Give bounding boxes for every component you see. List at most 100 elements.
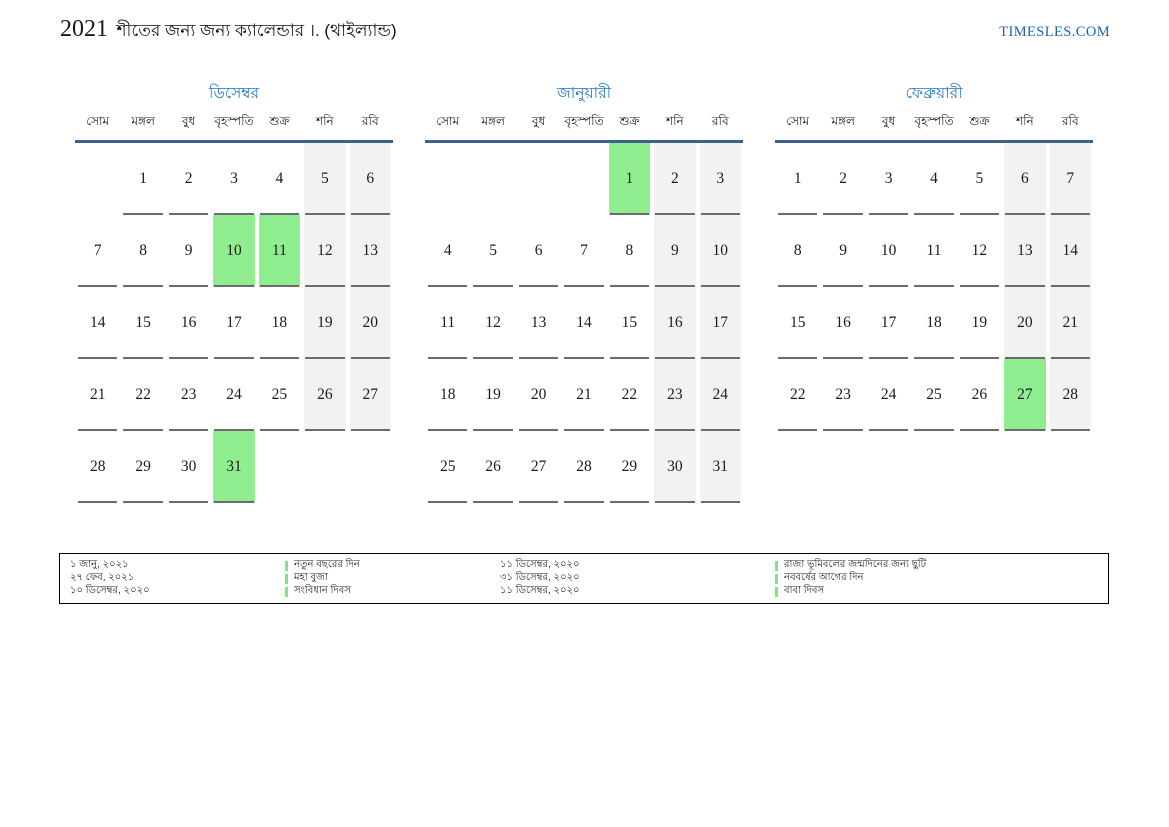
legend-event-label: নতুন বছরের দিন bbox=[294, 559, 360, 570]
weekday-label: সোম bbox=[436, 114, 460, 128]
day-cell: 7 bbox=[1049, 143, 1091, 215]
day-cell: 4 bbox=[259, 143, 300, 215]
legend-event: বাবা দিবস bbox=[775, 583, 1108, 600]
empty-cell bbox=[259, 431, 300, 503]
day-cell: 28 bbox=[563, 431, 605, 503]
day-cell: 30 bbox=[654, 431, 696, 503]
weekday-label: বৃহস্পতি bbox=[214, 114, 254, 128]
holiday-marker-icon bbox=[285, 586, 288, 597]
holiday-day-cell: 1 bbox=[608, 143, 651, 215]
day-cell: 2 bbox=[822, 143, 864, 215]
day-cell: 14 bbox=[563, 287, 605, 359]
day-cell: 15 bbox=[777, 287, 818, 359]
day-cell: 2 bbox=[654, 143, 696, 215]
day-cell: 18 bbox=[259, 287, 300, 359]
holiday-day-cell: 31 bbox=[213, 431, 255, 503]
legend-grid: ১ জানু, ২০২১ নতুন বছরের দিন ১১ ডিসেম্বর, ২… bbox=[70, 559, 1108, 598]
legend-event-label: রাজা ভূমিবলের জন্মদিনের জন্য ছুটি bbox=[784, 559, 927, 570]
day-cell: 8 bbox=[777, 215, 818, 287]
day-cell: 19 bbox=[472, 359, 514, 431]
weekday-label: মঙ্গল bbox=[831, 114, 855, 128]
day-cell: 24 bbox=[699, 359, 741, 431]
day-cell: 12 bbox=[304, 215, 346, 287]
day-cell: 26 bbox=[472, 431, 514, 503]
week-row: 28 29 30 31 bbox=[75, 431, 393, 503]
day-cell: 10 bbox=[868, 215, 909, 287]
day-cell: 6 bbox=[518, 215, 559, 287]
weekday-header-row: সোম মঙ্গল বুধ বৃহস্পতি শুক্র শনি রবি bbox=[425, 109, 743, 143]
day-cell: 17 bbox=[213, 287, 255, 359]
day-cell: 3 bbox=[868, 143, 909, 215]
legend-event: রাজা ভূমিবলের জন্মদিনের জন্য ছুটি bbox=[775, 557, 1108, 574]
day-cell: 5 bbox=[472, 215, 514, 287]
day-cell: 8 bbox=[609, 215, 650, 287]
week-row: 4 5 6 7 8 9 10 bbox=[425, 215, 743, 287]
legend-date: ৩১ ডিসেম্বর, ২০২০ bbox=[500, 572, 580, 583]
day-cell: 26 bbox=[304, 359, 346, 431]
day-cell: 18 bbox=[913, 287, 955, 359]
day-cell: 13 bbox=[349, 215, 391, 287]
month-title: ডিসেম্বর bbox=[209, 85, 259, 102]
legend-date: ১০ ডিসেম্বর, ২০২০ bbox=[70, 585, 150, 596]
week-row: 11 12 13 14 15 16 17 bbox=[425, 287, 743, 359]
week-row: 22 23 24 25 26 27 28 bbox=[775, 359, 1093, 431]
day-cell: 28 bbox=[1049, 359, 1091, 431]
day-cell: 10 bbox=[699, 215, 741, 287]
day-cell: 14 bbox=[1049, 215, 1091, 287]
day-cell: 17 bbox=[868, 287, 909, 359]
day-cell: 21 bbox=[563, 359, 605, 431]
empty-cell bbox=[304, 431, 345, 503]
day-cell: 1 bbox=[122, 143, 164, 215]
week-row: 7 8 9 10 11 12 13 bbox=[75, 215, 393, 287]
weekday-label: রবি bbox=[711, 114, 729, 128]
day-cell: 7 bbox=[563, 215, 605, 287]
legend-event: সংবিধান দিবস bbox=[285, 583, 500, 600]
day-cell: 5 bbox=[304, 143, 346, 215]
empty-cell bbox=[472, 143, 513, 215]
day-cell: 13 bbox=[518, 287, 559, 359]
months-row: ডিসেম্বর সোম মঙ্গল বুধ বৃহস্পতি শুক্র শনি রবি 1 2… bbox=[75, 84, 1169, 503]
day-cell: 9 bbox=[168, 215, 209, 287]
legend-event: নববর্ষের আগের দিন bbox=[775, 570, 1108, 587]
day-cell: 21 bbox=[1049, 287, 1091, 359]
day-cell: 23 bbox=[822, 359, 864, 431]
weekday-label: শুক্র bbox=[619, 114, 640, 128]
day-cell: 16 bbox=[168, 287, 209, 359]
site-link[interactable]: TIMESLES.COM bbox=[999, 24, 1110, 40]
day-cell: 23 bbox=[168, 359, 209, 431]
weekday-header-row: সোম মঙ্গল বুধ বৃহস্পতি শুক্র শনি রবি bbox=[75, 109, 393, 143]
week-row: 18 19 20 21 22 23 24 bbox=[425, 359, 743, 431]
holiday-marker-icon bbox=[775, 573, 778, 584]
day-cell: 25 bbox=[259, 359, 300, 431]
empty-cell bbox=[427, 143, 468, 215]
day-cell: 14 bbox=[77, 287, 118, 359]
day-cell: 27 bbox=[349, 359, 391, 431]
day-cell: 1 bbox=[777, 143, 818, 215]
holiday-day-cell: 11 bbox=[258, 215, 301, 287]
holiday-day-cell: 27 bbox=[1004, 359, 1046, 431]
day-cell: 6 bbox=[349, 143, 391, 215]
legend-box: ১ জানু, ২০২১ নতুন বছরের দিন ১১ ডিসেম্বর, ২… bbox=[59, 553, 1109, 604]
day-cell: 4 bbox=[913, 143, 955, 215]
day-cell: 31 bbox=[699, 431, 741, 503]
page-header: 2021 শীতের জন্য জন্য ক্যালেন্ডার ।. (থাই… bbox=[0, 0, 1169, 46]
legend-event-label: মহা বুজা bbox=[294, 572, 328, 583]
day-cell: 25 bbox=[913, 359, 955, 431]
day-cell: 15 bbox=[609, 287, 650, 359]
weekday-label: মঙ্গল bbox=[481, 114, 505, 128]
legend-event-label: নববর্ষের আগের দিন bbox=[784, 572, 864, 583]
day-cell: 11 bbox=[913, 215, 955, 287]
day-cell: 21 bbox=[77, 359, 118, 431]
weekday-label: শনি bbox=[666, 114, 684, 128]
day-cell: 22 bbox=[777, 359, 818, 431]
weekday-label: বুধ bbox=[881, 114, 896, 128]
week-row: 21 22 23 24 25 26 27 bbox=[75, 359, 393, 431]
day-cell: 20 bbox=[518, 359, 559, 431]
weekday-label: বৃহস্পতি bbox=[914, 114, 954, 128]
day-cell: 13 bbox=[1004, 215, 1046, 287]
legend-event: নতুন বছরের দিন bbox=[285, 557, 500, 574]
weekday-label: রবি bbox=[1061, 114, 1079, 128]
day-cell: 2 bbox=[168, 143, 209, 215]
day-cell: 3 bbox=[213, 143, 255, 215]
empty-cell bbox=[518, 143, 559, 215]
